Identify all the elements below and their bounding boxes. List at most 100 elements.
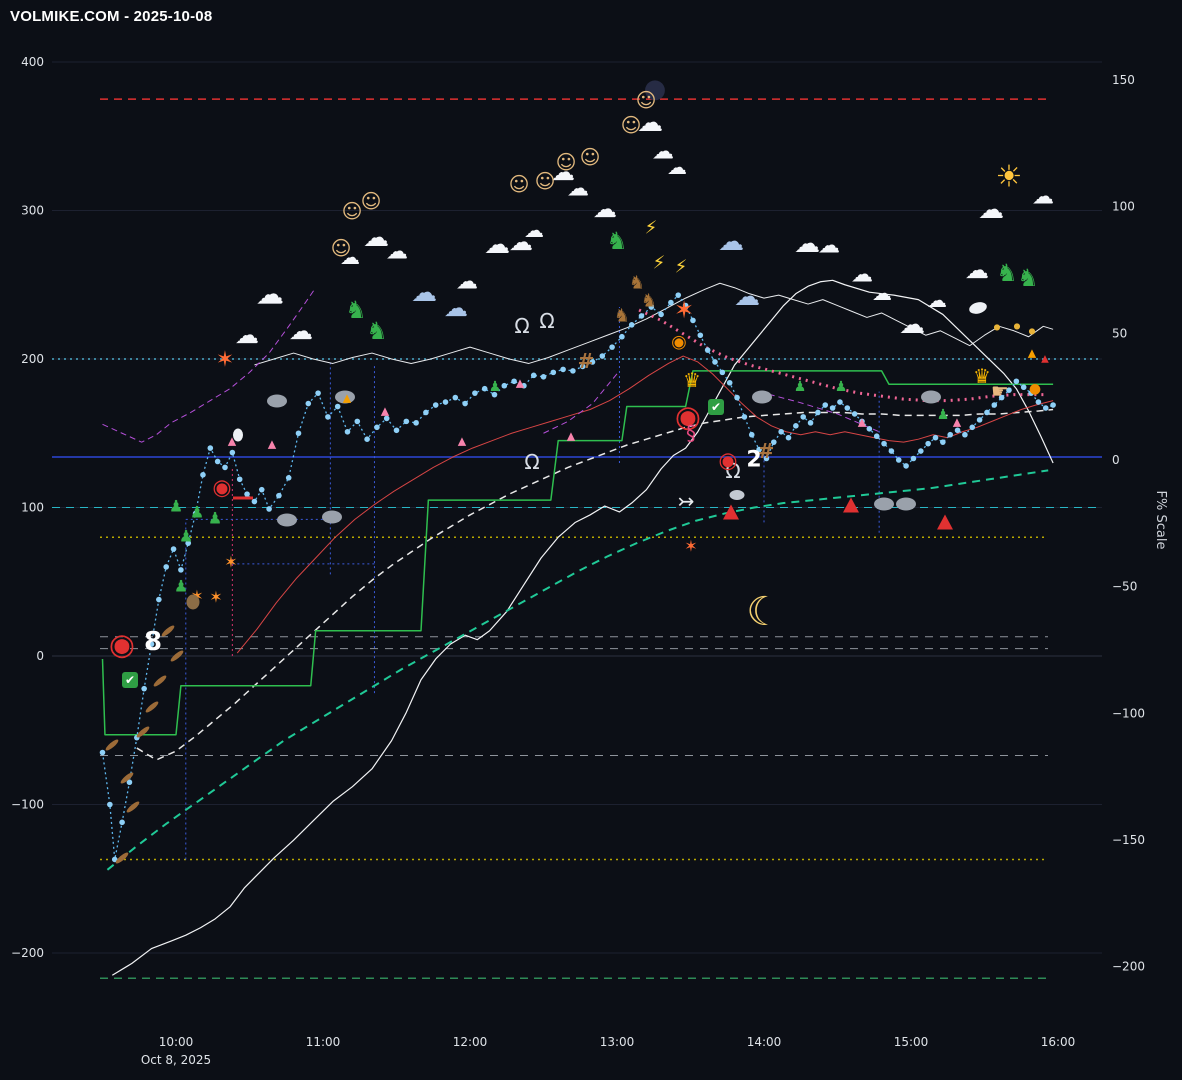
series-f-percent-marker (530, 372, 537, 379)
cloud-icon: ☁ (509, 228, 533, 256)
cloud-icon: ☁ (256, 278, 284, 311)
rain-cloud-icon: ☁ (718, 227, 744, 257)
x-axis-tick: 14:00 (747, 1035, 782, 1049)
series-f-percent-marker (354, 418, 361, 425)
series-f-percent-marker (807, 420, 814, 426)
explosion-icon: ✶ (684, 537, 697, 556)
headphones-icon: Ω (725, 459, 740, 483)
feather-icon (161, 625, 175, 637)
wolf-icon (723, 504, 739, 520)
headphones-icon: Ω (539, 309, 554, 333)
dna-icon: § (686, 421, 696, 445)
series-f-percent-marker (236, 476, 243, 483)
trader-hat-icon: ☺ (342, 199, 363, 223)
rain-cloud-icon: ☁ (734, 282, 760, 312)
series-f-percent-marker (1013, 378, 1020, 385)
cloud-icon: ☁ (927, 288, 947, 312)
amber-dot-icon: ◉ (671, 332, 687, 353)
knight-icon: ♞ (996, 259, 1018, 287)
series-f-percent-marker (638, 313, 645, 319)
cloud-icon: ☁ (637, 108, 663, 138)
cloud-icon: ☁ (386, 240, 408, 265)
count-label-2: 2 (746, 448, 761, 473)
y-right-tick: −100 (1112, 706, 1145, 720)
pawn-icon: ♟ (835, 379, 848, 395)
feather-icon (136, 726, 150, 738)
check-icon (122, 672, 138, 688)
series-f-percent-marker (579, 363, 586, 370)
series-red-line (236, 355, 1054, 654)
series-f-percent-marker (778, 428, 784, 435)
series-f-percent-marker (452, 394, 459, 401)
title-bar: VOLMIKE.COM - 2025-10-08 (10, 8, 212, 26)
cloud-icon: ☁ (551, 158, 575, 186)
series-f-percent-marker (918, 448, 924, 454)
series-upper-white (254, 282, 1054, 366)
knight-icon: ♞ (1017, 264, 1039, 292)
series-f-percent-marker (682, 302, 689, 309)
series-f-percent-marker (413, 420, 419, 426)
y-right-tick: −200 (1112, 960, 1145, 974)
series-f-percent-marker (940, 439, 946, 445)
knight-icon: ♞ (606, 227, 628, 255)
series-f-percent-marker (305, 400, 312, 407)
trophy-icon: ♛ (973, 364, 991, 388)
series-f-percent-marker (163, 564, 169, 570)
wolf-icon (937, 514, 953, 530)
cloud-icon: ☁ (965, 256, 989, 284)
series-f-percent-marker (609, 344, 615, 350)
series-f-percent-marker (295, 430, 302, 437)
trader-hat-icon: ☺ (636, 88, 657, 112)
series-f-percent-marker (1035, 399, 1042, 405)
series-f-percent-marker (756, 446, 762, 453)
series-f-percent-marker (266, 506, 272, 512)
series-f-percent-marker (276, 492, 282, 499)
series-f-percent-marker (423, 409, 429, 416)
cloud-icon: ☁ (484, 230, 510, 260)
up-triangle-icon: ▲ (1028, 347, 1037, 360)
cloud-icon: ☁ (1032, 185, 1054, 210)
series-f-percent-marker (560, 366, 566, 373)
knight-icon: ♞ (366, 317, 388, 345)
series-f-percent-marker (107, 801, 113, 808)
cloud-icon: ☁ (363, 223, 389, 253)
elephant-icon (896, 497, 916, 511)
swan-icon (969, 302, 987, 314)
elephant-icon (874, 497, 894, 511)
series-f-percent-marker (251, 498, 258, 505)
series-f-percent-marker (741, 414, 748, 420)
series-f-percent-marker (895, 457, 902, 463)
series-f-percent-marker (628, 322, 635, 328)
count-label-8: 8 (144, 627, 162, 657)
series-f-percent-marker (903, 463, 909, 469)
series-f-percent-marker (976, 417, 983, 423)
series-f-percent-marker (1050, 402, 1056, 408)
headphones-icon: Ω (514, 314, 529, 338)
x-axis-tick: 10:00 (159, 1035, 194, 1049)
series-magenta-dashed-3 (758, 391, 880, 433)
elephant-icon (921, 390, 941, 404)
series-f-percent-marker (1042, 405, 1049, 411)
horse-rider-icon: ♞ (629, 273, 645, 294)
cloud-icon: ☁ (818, 234, 840, 259)
feather-icon (153, 675, 167, 687)
series-f-percent-marker (969, 424, 976, 431)
dark-moon-icon: ● (644, 74, 667, 104)
series-f-percent-marker (690, 317, 696, 324)
elephant-icon (335, 390, 355, 404)
y-left-tick: −100 (11, 798, 44, 812)
x-axis-tick: 13:00 (600, 1035, 635, 1049)
red-marker-icon: ▲ (1041, 354, 1049, 365)
knight-icon: ♞ (345, 296, 367, 324)
series-f-percent-marker (815, 409, 821, 416)
series-f-percent-marker (540, 374, 547, 380)
series-f-percent-marker (726, 379, 733, 386)
series-f-percent-marker (442, 399, 449, 405)
series-f-percent-marker (111, 856, 118, 863)
cloud-icon: ☁ (456, 270, 478, 295)
trader-hat-icon: ☺ (556, 150, 577, 174)
series-f-percent-marker (148, 641, 155, 647)
series-green-step (101, 370, 1054, 736)
series-f-percent-marker (472, 390, 478, 396)
